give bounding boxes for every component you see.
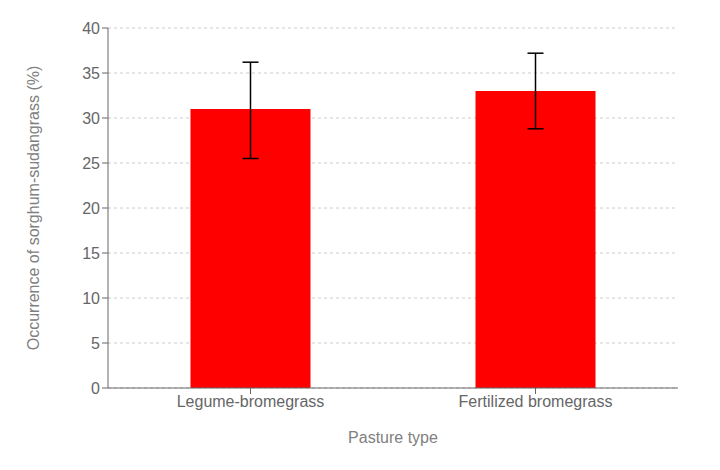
svg-text:35: 35 [82,65,100,82]
svg-text:15: 15 [82,245,100,262]
svg-text:Occurrence of sorghum-sudangra: Occurrence of sorghum-sudangrass (%) [25,66,42,351]
svg-text:0: 0 [91,380,100,397]
svg-text:20: 20 [82,200,100,217]
svg-text:30: 30 [82,110,100,127]
svg-text:Fertilized bromegrass: Fertilized bromegrass [459,393,613,410]
svg-text:Legume-bromegrass: Legume-bromegrass [177,393,325,410]
svg-text:Pasture type: Pasture type [348,429,438,446]
svg-text:10: 10 [82,290,100,307]
svg-text:5: 5 [91,335,100,352]
svg-text:40: 40 [82,20,100,37]
svg-text:25: 25 [82,155,100,172]
